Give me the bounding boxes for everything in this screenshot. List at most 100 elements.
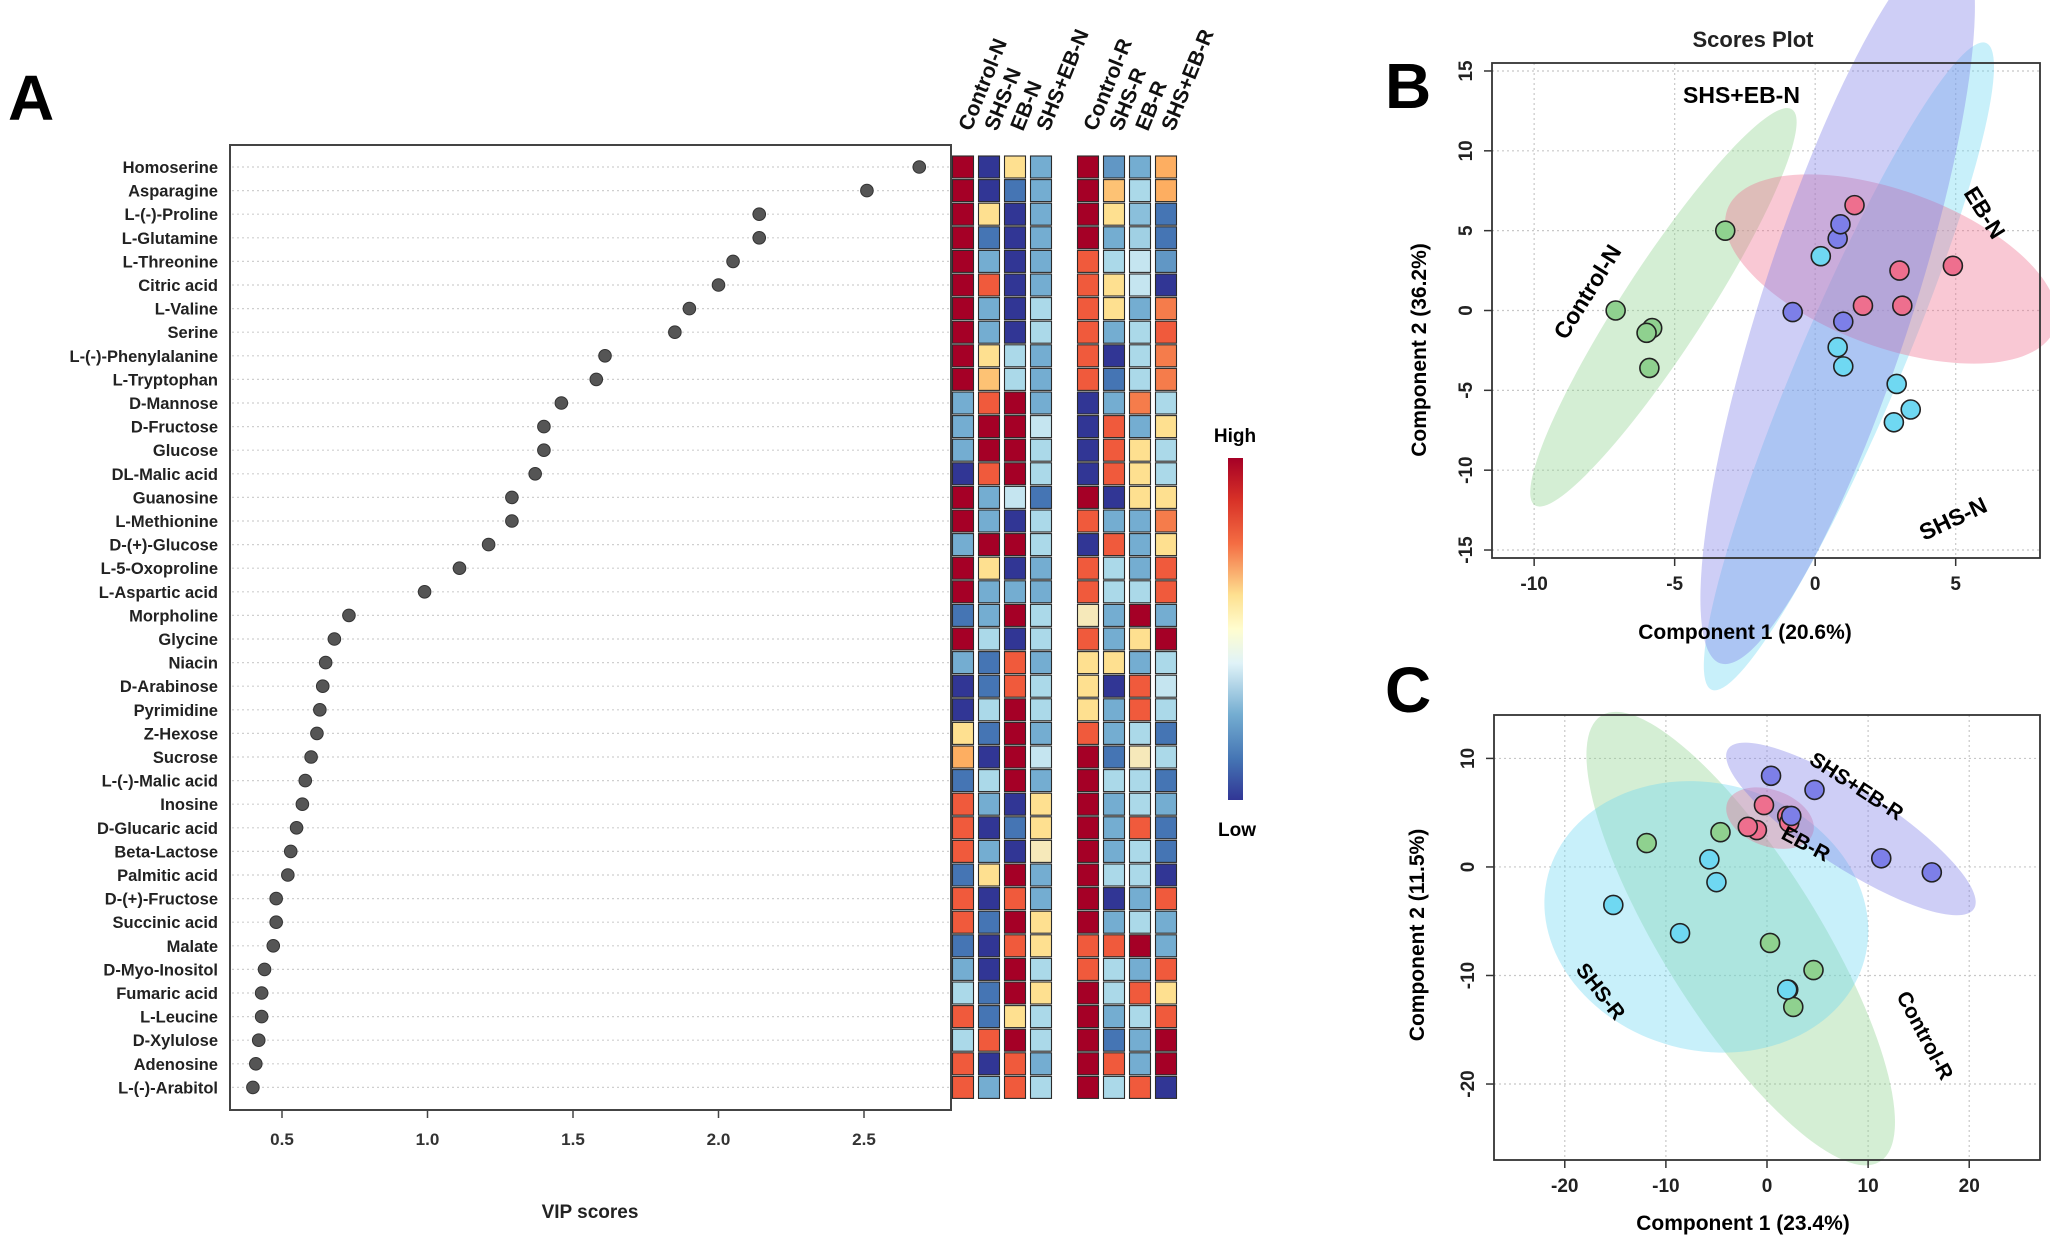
vip-label-l-methionine: L-Methionine xyxy=(115,513,218,531)
heatmap-cell xyxy=(1102,226,1126,250)
heatmap-cell xyxy=(1128,1005,1152,1029)
heatmap-cell xyxy=(1128,509,1152,533)
heatmap-cell xyxy=(1076,367,1100,391)
vip-label-homoserine: Homoserine xyxy=(123,159,218,177)
heatmap-cell xyxy=(1154,721,1178,745)
point-control-n xyxy=(1714,220,1736,241)
heatmap-cell xyxy=(1102,674,1126,698)
heatmap-cell xyxy=(1102,438,1126,462)
heatmap-cell xyxy=(977,981,1001,1005)
heatmap-cell xyxy=(1029,721,1053,745)
vip-label-asparagine: Asparagine xyxy=(128,183,218,201)
vip-point-l-leucine xyxy=(254,1009,269,1024)
heatmap-cell xyxy=(951,721,975,745)
heatmap-cell xyxy=(951,509,975,533)
vip-point-palmitic-acid xyxy=(281,868,295,882)
heatmap-cell xyxy=(1154,580,1178,604)
heatmap-cell xyxy=(951,485,975,509)
heatmap-cell xyxy=(1076,934,1100,958)
heatmap-cell xyxy=(951,887,975,911)
heatmap-cell xyxy=(951,415,975,439)
heatmap-cell xyxy=(1154,226,1178,250)
heatmap-cell xyxy=(951,1005,975,1029)
heatmap-cell xyxy=(1102,533,1126,557)
y-tick-label: 0 xyxy=(1458,862,1479,873)
heatmap-cell xyxy=(1029,391,1053,415)
point-shs-n xyxy=(1900,399,1922,420)
heatmap-cell xyxy=(951,202,975,226)
heatmap-cell xyxy=(1076,462,1100,486)
heatmap-cell xyxy=(977,698,1001,722)
heatmap-cell xyxy=(1076,344,1100,368)
heatmap-cell xyxy=(977,249,1001,273)
heatmap-cell xyxy=(951,367,975,391)
heatmap-cell xyxy=(1003,769,1027,793)
vip-point-d-fructose xyxy=(269,891,283,906)
heatmap-cell xyxy=(1102,415,1126,439)
vip-point-pyrimidine xyxy=(313,703,327,717)
point-shs-n xyxy=(1883,411,1905,433)
heatmap-cell xyxy=(1102,367,1126,391)
heatmap-cell xyxy=(1029,367,1053,391)
heatmap-cell xyxy=(977,179,1001,203)
vip-point-l-5-oxoproline xyxy=(452,561,467,576)
heatmap-cell xyxy=(1154,603,1178,627)
vip-point-l-arabitol xyxy=(246,1080,260,1095)
heatmap-cell xyxy=(1128,438,1152,462)
heatmap-cell xyxy=(1003,179,1027,203)
heatmap-cell xyxy=(1076,438,1100,462)
heatmap-cell xyxy=(1076,533,1100,557)
heatmap-cell xyxy=(1029,957,1053,981)
vip-point-sucrose xyxy=(304,750,318,764)
heatmap-cell xyxy=(951,627,975,651)
heatmap-cell xyxy=(951,391,975,415)
heatmap-cell xyxy=(1029,202,1053,226)
heatmap-cell xyxy=(1029,745,1053,769)
heatmap-cell xyxy=(1029,273,1053,297)
heatmap-cell xyxy=(1076,792,1100,816)
x-tick-label: 20 xyxy=(1959,1176,1980,1197)
heatmap-cells xyxy=(951,155,1178,1099)
point-shs-r xyxy=(1669,922,1691,944)
heatmap-cell xyxy=(1076,721,1100,745)
heatmap-cell xyxy=(1029,226,1053,250)
heatmap-cell xyxy=(1003,910,1027,934)
scores-plot-title: Scores Plot xyxy=(1692,27,1814,52)
heatmap-cell xyxy=(1154,792,1178,816)
heatmap-cell xyxy=(1128,934,1152,958)
heatmap-cell xyxy=(1154,556,1178,580)
vip-guide-lines xyxy=(232,166,949,1089)
point-shs-n xyxy=(1810,245,1832,267)
vip-label-l-leucine: L-Leucine xyxy=(140,1009,218,1027)
heatmap-cell xyxy=(1102,509,1126,533)
vip-point-l-valine xyxy=(682,301,697,316)
heatmap-cell xyxy=(1076,863,1100,887)
heatmap-cell xyxy=(1003,462,1027,486)
point-shs-eb-r xyxy=(1921,862,1943,883)
heatmap-cell xyxy=(1128,745,1152,769)
heatmap-cell xyxy=(977,226,1001,250)
point-control-r xyxy=(1782,996,1804,1018)
heatmap-cell xyxy=(951,580,975,604)
heatmap-cell xyxy=(1102,839,1126,863)
heatmap-cell xyxy=(1029,816,1053,840)
heatmap-cell xyxy=(1154,627,1178,651)
point-shs-r xyxy=(1776,979,1798,1000)
heatmap-cell xyxy=(951,155,975,179)
point-shs-eb-r xyxy=(1760,765,1782,787)
heatmap-cell xyxy=(951,179,975,203)
vip-point-serine xyxy=(668,325,682,340)
heatmap-cell xyxy=(1029,839,1053,863)
heatmap-cell xyxy=(1003,627,1027,651)
heatmap-cell xyxy=(1029,1028,1053,1052)
vip-label-serine: Serine xyxy=(168,324,218,342)
vip-points xyxy=(246,160,927,1095)
heatmap-cell xyxy=(1003,485,1027,509)
heatmap-cell xyxy=(1003,415,1027,439)
heatmap-cell xyxy=(951,816,975,840)
heatmap-cell xyxy=(1076,769,1100,793)
heatmap-cell xyxy=(977,344,1001,368)
heatmap-cell xyxy=(977,627,1001,651)
heatmap-cell xyxy=(1128,415,1152,439)
heatmap-cell xyxy=(977,462,1001,486)
